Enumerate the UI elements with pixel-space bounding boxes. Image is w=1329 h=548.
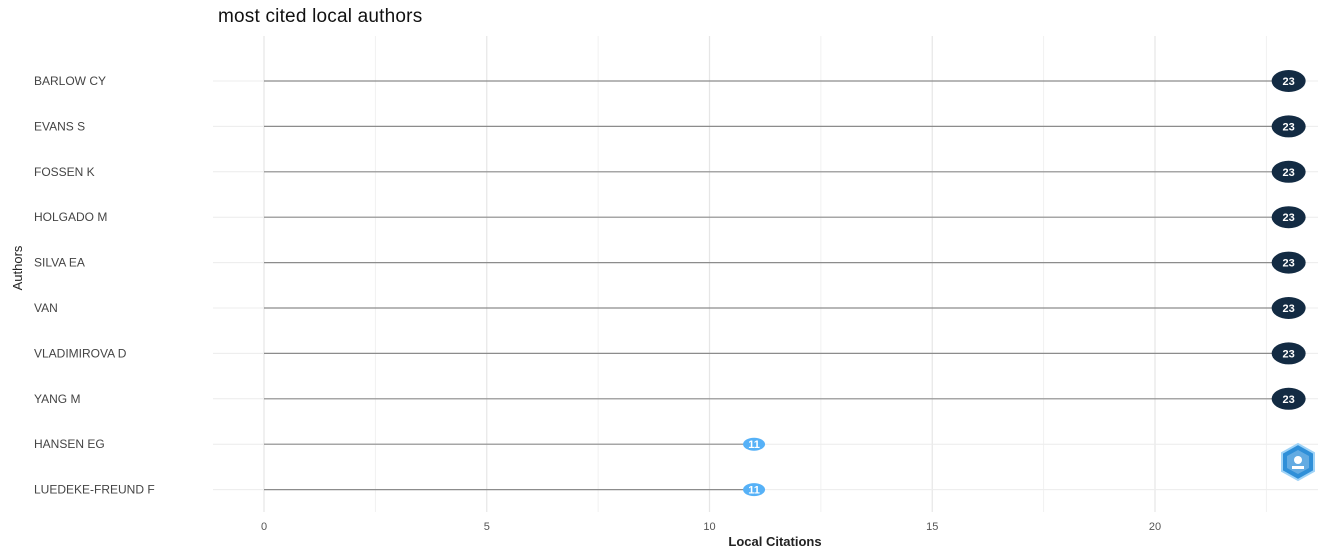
x-tick-label: 0 bbox=[261, 521, 267, 533]
point-value-label: 23 bbox=[1283, 348, 1295, 360]
point-value-label: 23 bbox=[1283, 394, 1295, 406]
y-tick-label: FOSSEN K bbox=[34, 165, 95, 179]
y-tick-label: BARLOW CY bbox=[34, 74, 106, 88]
y-tick-label: SILVA EA bbox=[34, 256, 85, 270]
grid-lines bbox=[213, 36, 1318, 512]
chart-title: most cited local authors bbox=[218, 6, 423, 27]
y-tick-labels: BARLOW CY EVANS S FOSSEN K HOLGADO M SILVA E… bbox=[34, 74, 155, 497]
x-tick-labels: 0 5 10 15 20 bbox=[261, 521, 1161, 533]
point-value-label: 23 bbox=[1283, 167, 1295, 179]
logo-icon bbox=[1281, 442, 1315, 482]
lollipop-point bbox=[743, 437, 766, 451]
y-tick-label: EVANS S bbox=[34, 119, 85, 133]
lollipop-stems bbox=[264, 80, 1289, 491]
lollipop-points: 23 23 23 23 23 23 23 23 11 11 bbox=[743, 70, 1306, 497]
point-value-label: 11 bbox=[748, 439, 760, 451]
y-tick-label: HOLGADO M bbox=[34, 210, 107, 224]
y-axis-title: Authors bbox=[10, 245, 25, 290]
y-tick-label: YANG M bbox=[34, 392, 80, 406]
point-value-label: 11 bbox=[748, 485, 760, 497]
y-tick-label: VLADIMIROVA D bbox=[34, 346, 127, 360]
point-value-label: 23 bbox=[1283, 121, 1295, 133]
lollipop-point bbox=[1271, 297, 1306, 319]
lollipop-point bbox=[1271, 115, 1306, 138]
lollipop-point bbox=[1271, 206, 1306, 229]
lollipop-point bbox=[743, 483, 766, 497]
y-tick-label: LUEDEKE-FREUND F bbox=[34, 483, 155, 497]
x-tick-label: 10 bbox=[703, 521, 715, 533]
lollipop-point bbox=[1271, 387, 1306, 410]
y-tick-label: HANSEN EG bbox=[34, 437, 105, 451]
point-value-label: 23 bbox=[1283, 212, 1295, 224]
point-value-label: 23 bbox=[1283, 258, 1295, 270]
point-value-label: 23 bbox=[1283, 303, 1295, 315]
lollipop-point bbox=[1271, 160, 1306, 183]
point-value-label: 23 bbox=[1283, 76, 1295, 88]
x-tick-label: 20 bbox=[1149, 521, 1161, 533]
x-tick-label: 5 bbox=[484, 521, 490, 533]
lollipop-point bbox=[1271, 251, 1306, 274]
y-tick-label: VAN bbox=[34, 301, 58, 315]
lollipop-point bbox=[1271, 70, 1306, 92]
lollipop-point bbox=[1271, 342, 1306, 365]
x-tick-label: 15 bbox=[926, 521, 938, 533]
x-axis-title: Local Citations bbox=[728, 534, 821, 548]
